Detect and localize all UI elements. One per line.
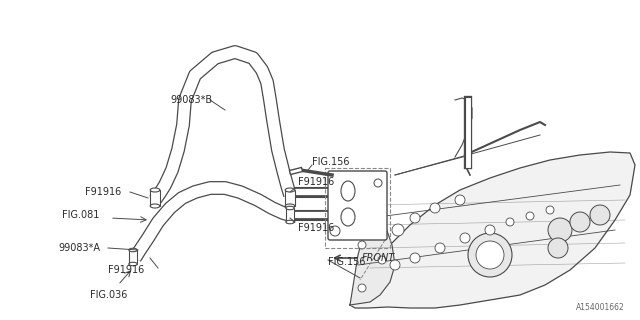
Polygon shape [350,152,635,308]
Ellipse shape [285,204,295,208]
Circle shape [485,225,495,235]
Circle shape [460,233,470,243]
Circle shape [392,224,404,236]
Text: FIG.081: FIG.081 [62,210,99,220]
Text: F91916: F91916 [298,223,334,233]
Circle shape [430,203,440,213]
Polygon shape [350,210,395,305]
Text: FRONT: FRONT [362,253,396,263]
Text: F91916: F91916 [298,177,334,187]
Ellipse shape [150,204,160,208]
Circle shape [358,241,366,249]
Text: 99083*B: 99083*B [170,95,212,105]
Circle shape [435,243,445,253]
Circle shape [390,260,400,270]
Text: F91916: F91916 [108,265,144,275]
Circle shape [468,233,512,277]
Circle shape [374,179,382,187]
Circle shape [548,218,572,242]
Ellipse shape [341,208,355,226]
Ellipse shape [150,188,160,192]
Text: 99083*A: 99083*A [58,243,100,253]
Circle shape [590,205,610,225]
Bar [325,168,390,248]
Circle shape [546,206,554,214]
Ellipse shape [129,262,137,266]
Circle shape [526,212,534,220]
Ellipse shape [285,188,295,192]
Ellipse shape [129,248,137,252]
Circle shape [548,238,568,258]
Circle shape [378,256,386,264]
Ellipse shape [341,181,355,201]
Text: F91916: F91916 [85,187,121,197]
Circle shape [506,218,514,226]
Circle shape [410,213,420,223]
FancyBboxPatch shape [328,171,387,240]
Circle shape [330,226,340,236]
Text: FIG.036: FIG.036 [90,290,127,300]
Text: FIG.156: FIG.156 [312,157,349,167]
Circle shape [455,195,465,205]
Ellipse shape [286,206,294,210]
Bar [150,190,160,206]
Bar [286,208,294,222]
Circle shape [410,253,420,263]
Text: FIG.156: FIG.156 [328,257,365,267]
Bar [129,250,137,264]
Text: A154001662: A154001662 [576,303,625,312]
Bar [285,190,295,206]
Circle shape [476,241,504,269]
Circle shape [570,212,590,232]
Ellipse shape [286,220,294,224]
Circle shape [358,284,366,292]
